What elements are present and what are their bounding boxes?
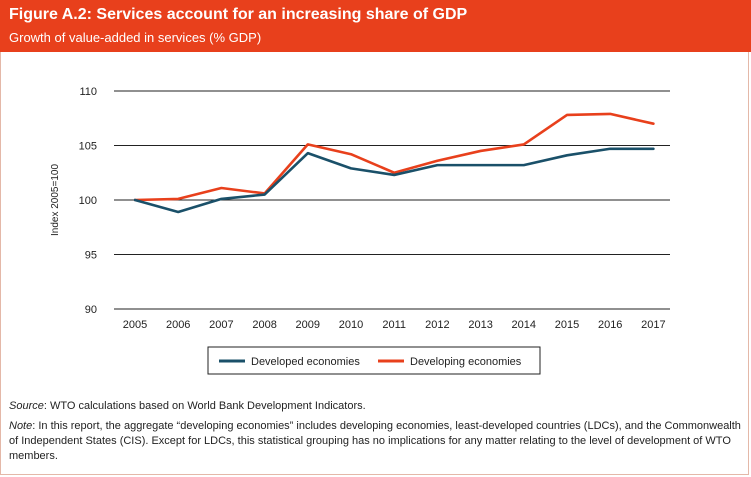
figure-header: Figure A.2: Services account for an incr… [0, 0, 751, 52]
x-tick-label: 2017 [641, 319, 665, 331]
x-tick-label: 2012 [425, 319, 449, 331]
y-tick-label: 105 [79, 141, 97, 153]
series-lines [133, 112, 655, 214]
legend: Developed economies Developing economies [207, 346, 541, 375]
y-tick-label: 110 [79, 86, 97, 98]
y-tick-label: 90 [85, 304, 97, 316]
x-tick-labels: 2005 2006 2007 2008 2009 2010 2011 2012 2013 2014… [123, 319, 666, 331]
x-tick-label: 2007 [209, 319, 233, 331]
y-axis-label: Index 2005=100 [50, 164, 61, 236]
legend-label: Developing economies [410, 356, 522, 368]
note-text: Note: In this report, the aggregate “dev… [9, 419, 744, 464]
y-tick-label: 95 [85, 250, 97, 262]
x-tick-label: 2006 [166, 319, 190, 331]
note-label: Note [9, 420, 33, 432]
x-tick-label: 2008 [252, 319, 276, 331]
figure-title: Figure A.2: Services account for an incr… [9, 6, 468, 23]
x-tick-label: 2013 [468, 319, 492, 331]
figure-subtitle: Growth of value-added in services (% GDP… [9, 30, 262, 45]
x-tick-label: 2010 [339, 319, 363, 331]
source-label: Source [9, 400, 44, 412]
legend-label: Developed economies [251, 356, 360, 368]
y-tick-label: 100 [79, 195, 97, 207]
source-body: : WTO calculations based on World Bank D… [43, 400, 366, 412]
note-body: : In this report, the aggregate “develop… [9, 420, 741, 462]
x-tick-label: 2015 [555, 319, 579, 331]
x-tick-label: 2011 [382, 319, 406, 331]
x-tick-label: 2014 [512, 319, 536, 331]
series-line-developed [133, 147, 655, 214]
x-tick-label: 2016 [598, 319, 622, 331]
y-tick-labels: 90 95 100 105 110 [79, 86, 97, 316]
legend-box [207, 346, 541, 375]
x-tick-label: 2009 [296, 319, 320, 331]
gridlines [114, 90, 670, 310]
series-line-developing [133, 112, 655, 202]
x-tick-label: 2005 [123, 319, 147, 331]
source-text: Source: WTO calculations based on World … [9, 400, 366, 412]
